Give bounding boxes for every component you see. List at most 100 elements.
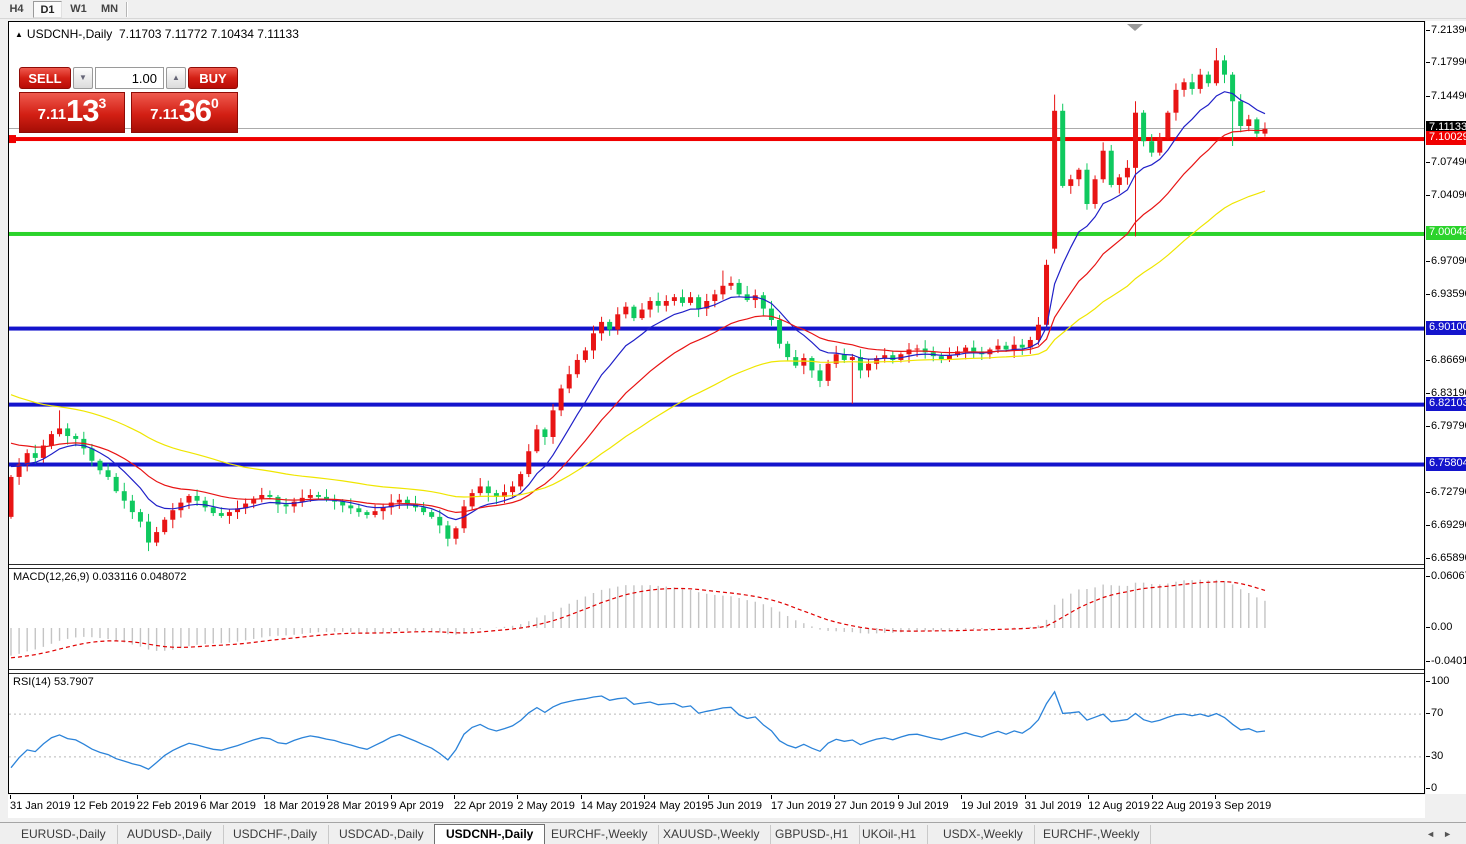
candle-body [226, 512, 232, 516]
candle-body [307, 494, 313, 498]
chart-window: ▲ USDCNH-,Daily 7.11703 7.11772 7.10434 7… [8, 21, 1425, 794]
horizontal-line-6.901[interactable] [9, 326, 1424, 331]
pane-splitter-macd[interactable] [9, 564, 1424, 569]
candle-body [679, 297, 685, 303]
date-label: 31 Jan 2019 [10, 800, 71, 812]
date-label: 19 Jul 2019 [961, 800, 1019, 812]
candle-body [760, 295, 766, 309]
timeframe-button-h4[interactable]: H4 [9, 3, 24, 15]
tab-scroll-arrows[interactable]: ◄► [1426, 829, 1460, 839]
symbol-period-label: USDCNH-,Daily [26, 27, 113, 41]
chart-tab-usdx-weekly[interactable]: USDX-,Weekly [932, 825, 1035, 844]
axis-tick [1426, 359, 1430, 361]
chart-tab-eurusd-daily[interactable]: EURUSD-,Daily [10, 825, 118, 844]
candle-body [688, 297, 694, 303]
candle-body [1246, 119, 1252, 127]
date-label: 6 Mar 2019 [200, 800, 256, 812]
buy-price-prefix: 7.11 [150, 106, 179, 123]
chart-tab-usdcnh-daily[interactable]: USDCNH-,Daily [434, 824, 546, 844]
price-tick-label: 6.69290 [1431, 519, 1466, 532]
candle-body [663, 300, 669, 306]
chart-tab-gbpusd-h1[interactable]: GBPUSD-,H1 [764, 825, 861, 844]
horizontal-line-7.10029[interactable] [9, 137, 1424, 142]
date-label: 22 Aug 2019 [1151, 800, 1214, 812]
candle-body [841, 354, 847, 360]
candle-body [712, 294, 718, 301]
horizontal-line-7.00048[interactable] [9, 231, 1424, 236]
candle-body [16, 464, 22, 477]
buy-button[interactable]: BUY [188, 67, 238, 89]
candle-body [340, 501, 346, 506]
price-chart-canvas[interactable] [9, 22, 1424, 564]
sell-price-display[interactable]: 7.11133 [19, 92, 125, 133]
date-tick [453, 795, 455, 799]
date-tick [1024, 795, 1026, 799]
sell-button[interactable]: SELL [19, 67, 71, 89]
candle-body [1222, 60, 1227, 75]
chart-tab-eurchf-weekly[interactable]: EURCHF-,Weekly [1032, 825, 1152, 844]
candle-body [453, 528, 459, 539]
horizontal-line-6.82103[interactable] [9, 402, 1424, 407]
price-badge-6.75804: 6.75804 [1426, 456, 1466, 471]
date-label: 31 Jul 2019 [1024, 800, 1082, 812]
macd-canvas[interactable] [9, 569, 1424, 669]
chart-tab-eurchf-weekly[interactable]: EURCHF-,Weekly [540, 825, 660, 844]
date-tick [1151, 795, 1153, 799]
candle-body [445, 525, 451, 539]
chart-tab-usdchf-daily[interactable]: USDCHF-,Daily [222, 825, 329, 844]
candle-body [65, 428, 71, 437]
chart-tab-audusd-daily[interactable]: AUDUSD-,Daily [116, 825, 224, 844]
axis-tick [1426, 525, 1430, 527]
axis-tick [1426, 194, 1430, 196]
candle-body [493, 493, 499, 497]
buy-price-display[interactable]: 7.11360 [131, 92, 238, 133]
candle-body [510, 486, 516, 493]
candle-body [154, 532, 160, 543]
candle-body [1262, 128, 1268, 134]
tab-scroll-right-icon[interactable]: ► [1443, 829, 1460, 839]
candle-body [477, 486, 483, 494]
horizontal-line-6.75804[interactable] [9, 462, 1424, 467]
candle-body [202, 500, 208, 508]
candle-body [1027, 339, 1033, 348]
candle-body [178, 502, 184, 511]
price-axis: 7.21390 7.17990 7.14490 7.07490 7.04090 6.970… [1426, 21, 1466, 794]
pane-splitter-rsi[interactable] [9, 669, 1424, 674]
price-pane: ▲ USDCNH-,Daily 7.11703 7.11772 7.10434 7… [9, 22, 1424, 564]
volume-input[interactable]: 1.00 [95, 67, 164, 89]
rsi-tick-label: 70 [1431, 707, 1444, 720]
candle-body [1019, 344, 1025, 348]
date-tick [200, 795, 202, 799]
candle-body [785, 343, 791, 358]
candle-body [40, 445, 46, 458]
chart-tab-usdcad-daily[interactable]: USDCAD-,Daily [328, 825, 436, 844]
date-tick [390, 795, 392, 799]
candle-body [291, 501, 297, 507]
date-label: 2 May 2019 [517, 800, 575, 812]
buy-price-sup: 0 [211, 95, 219, 111]
collapse-triangle-icon[interactable]: ▲ [15, 30, 23, 39]
candle-body [631, 306, 637, 319]
rsi-tick-label: 30 [1431, 749, 1444, 762]
candle-body [404, 499, 410, 504]
rsi-canvas[interactable] [9, 674, 1424, 793]
tab-scroll-left-icon[interactable]: ◄ [1426, 829, 1444, 839]
hline-drag-handle[interactable] [9, 135, 16, 144]
date-label: 24 May 2019 [644, 800, 708, 812]
candle-body [1052, 110, 1058, 249]
volume-decrease-button[interactable]: ▼ [73, 67, 93, 89]
timeframe-button-d1[interactable]: D1 [33, 1, 62, 18]
axis-tick [1426, 627, 1430, 628]
timeframe-button-w1[interactable]: W1 [70, 3, 87, 15]
candle-body [582, 350, 588, 360]
date-tick [707, 795, 709, 799]
chart-shift-marker-icon[interactable] [1127, 24, 1143, 31]
chart-tab-xauusd-weekly[interactable]: XAUUSD-,Weekly [652, 825, 772, 844]
chart-tab-ukoil-h1[interactable]: UKOil-,H1 [851, 825, 929, 844]
candle-body [1230, 74, 1236, 102]
axis-tick [1426, 713, 1430, 715]
candle-body [971, 347, 977, 352]
volume-increase-button[interactable]: ▲ [166, 67, 186, 89]
date-tick [644, 795, 646, 799]
timeframe-button-mn[interactable]: MN [100, 3, 119, 15]
